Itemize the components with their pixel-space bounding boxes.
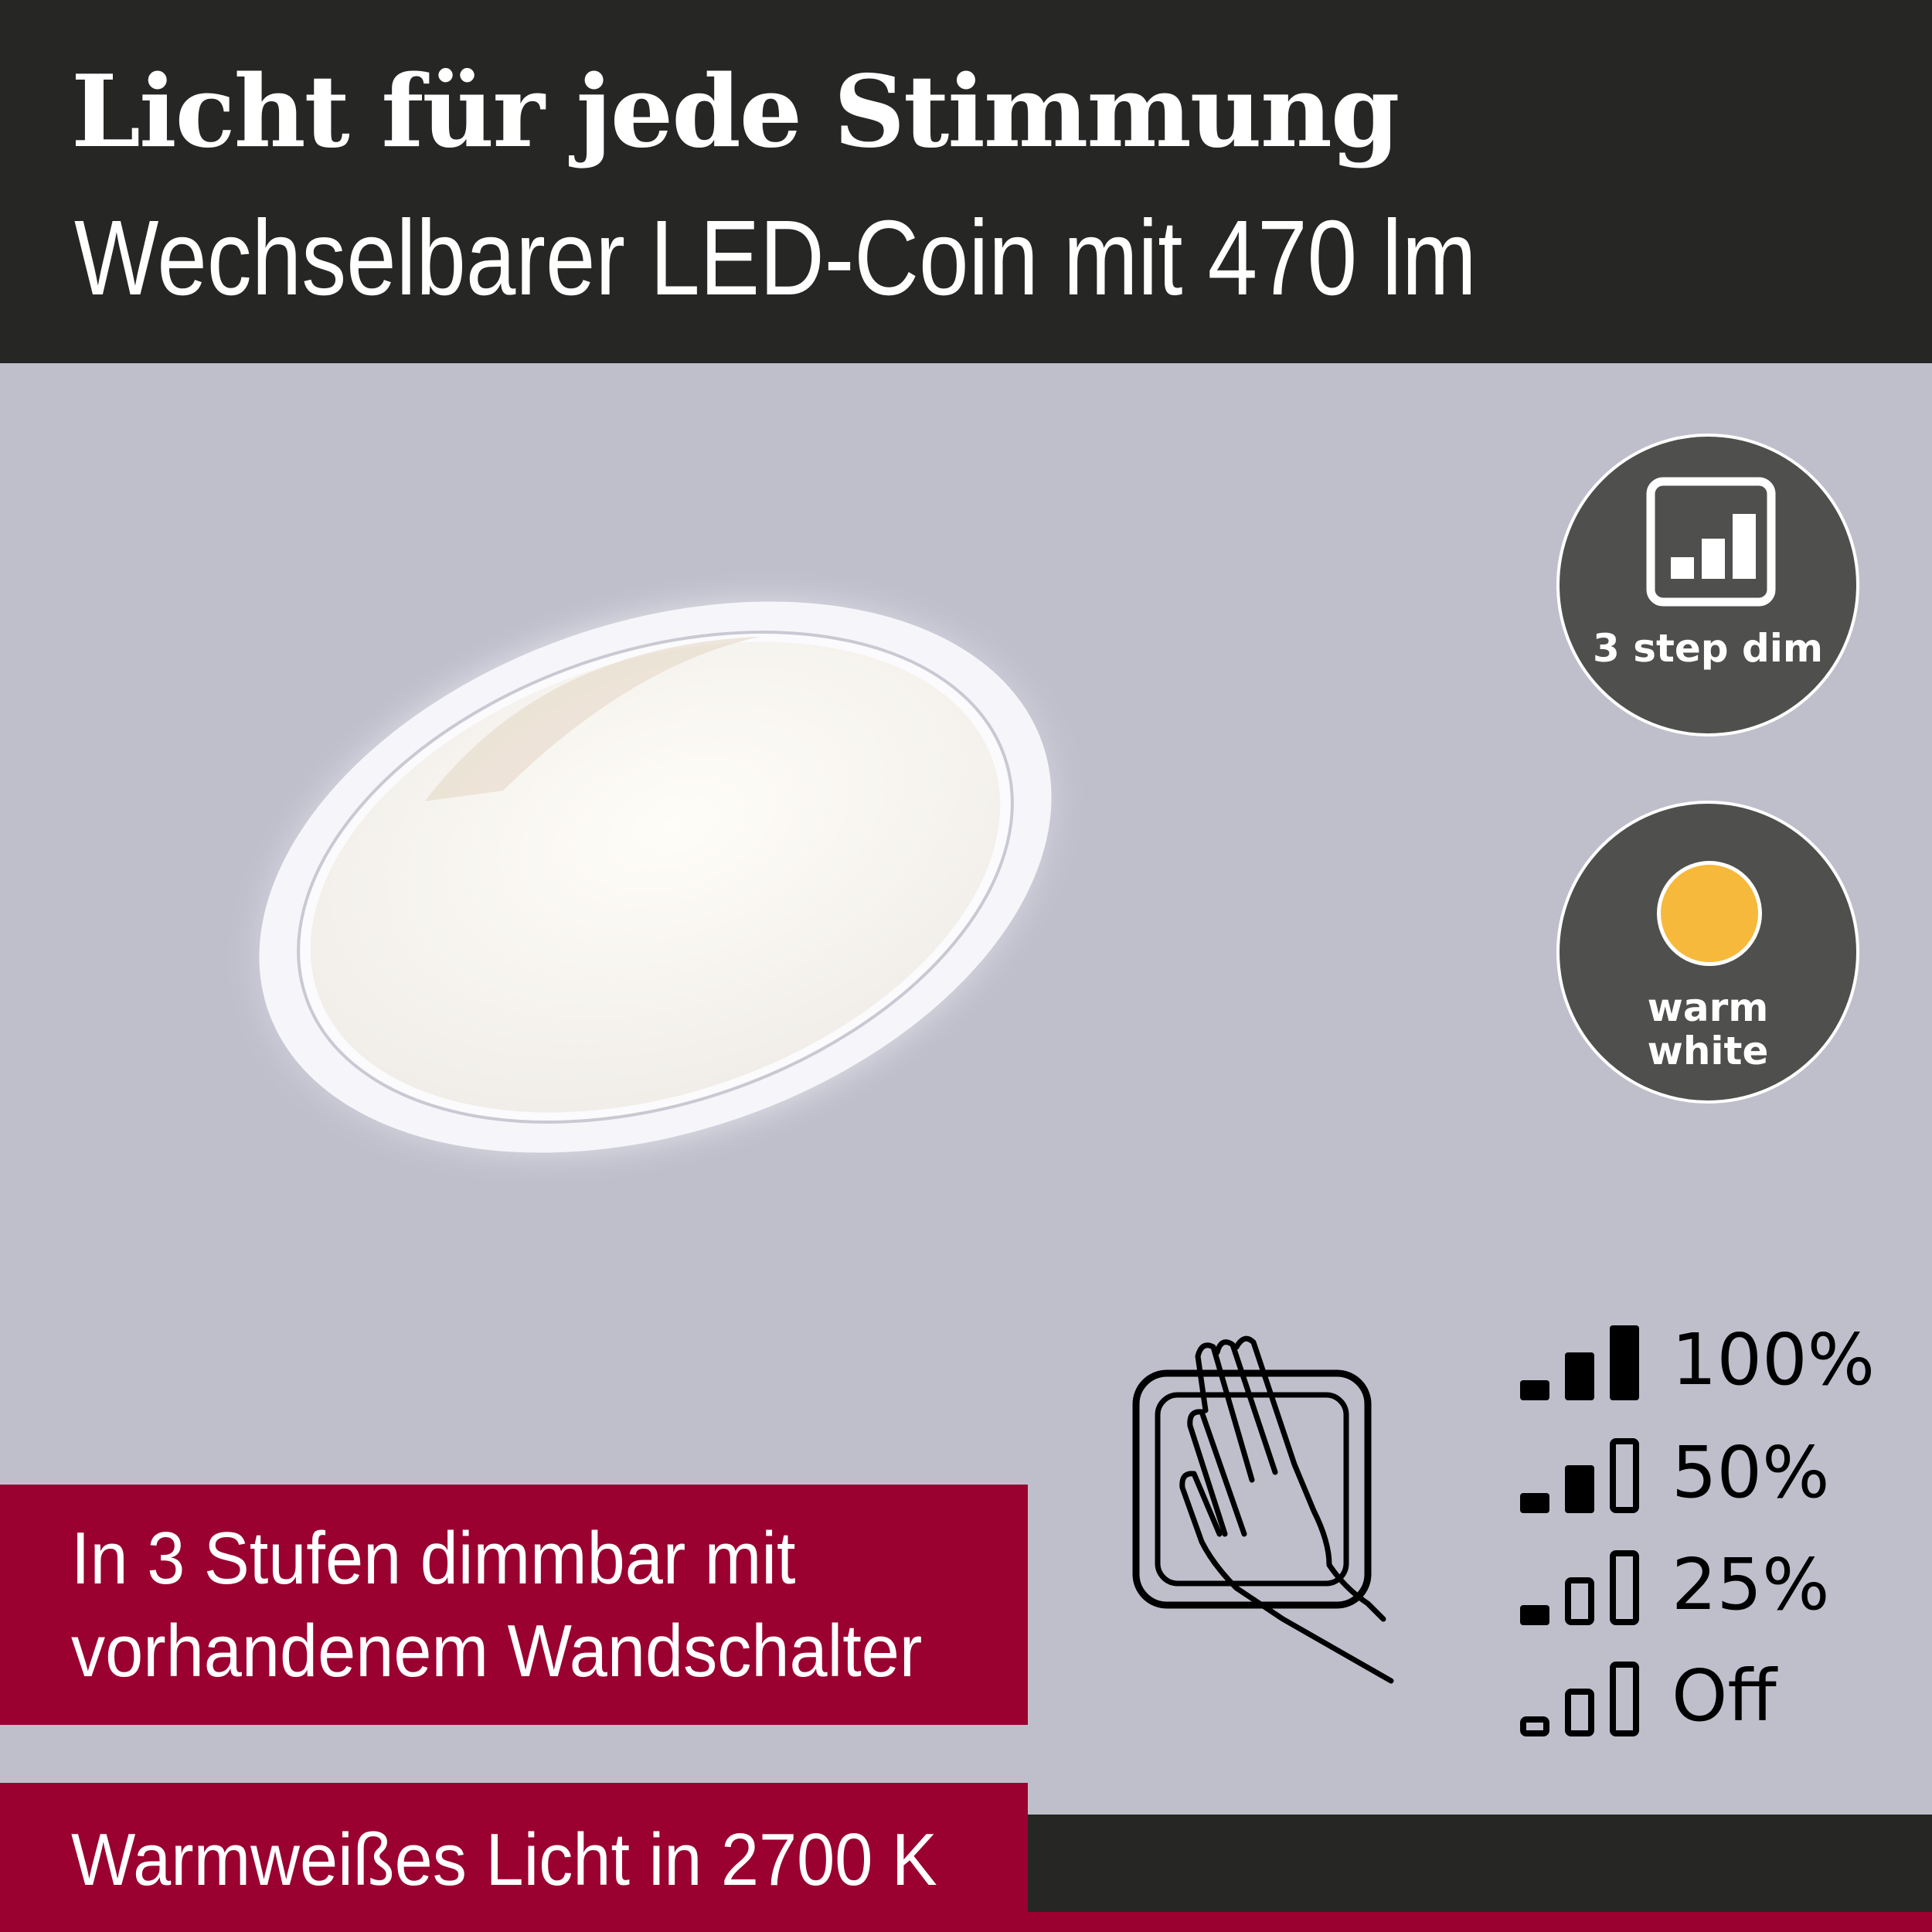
dim-level-label: 50% (1672, 1431, 1830, 1514)
badge-label-line1: warm (1647, 985, 1769, 1030)
bar-filled (1520, 1380, 1549, 1400)
bar-empty (1610, 1662, 1639, 1736)
hand-wall-switch-icon (1132, 1335, 1394, 1684)
dimming-line-2: vorhandenem Wandschalter (71, 1610, 923, 1692)
header-band: Licht für jede Stimmung Wechselbarer LED… (0, 0, 1932, 363)
bar-filled (1610, 1325, 1639, 1400)
dim-level-label: Off (1672, 1655, 1777, 1737)
3-step-dim-badge: 3 step dim (1556, 434, 1859, 736)
signal-bars-icon (1520, 1325, 1639, 1400)
led-downlight-image (221, 566, 1090, 1188)
bar-empty (1520, 1716, 1549, 1736)
color-temp-text: Warmweißes Licht in 2700 K (71, 1818, 937, 1901)
warm-white-badge: warm white (1556, 801, 1859, 1104)
bar-filled (1520, 1605, 1549, 1625)
bar-filled (1565, 1352, 1594, 1400)
badge-label-line2: white (1647, 1029, 1769, 1073)
dimmer-bars-icon (1646, 477, 1776, 607)
warm-light-dot-icon (1657, 861, 1762, 966)
dim-level-label: 100% (1672, 1318, 1876, 1401)
bar-filled (1565, 1465, 1594, 1513)
bar-empty (1610, 1550, 1639, 1625)
signal-bars-icon (1520, 1662, 1639, 1736)
footer-dark-band (1028, 1815, 1932, 1912)
dimming-feature-box: In 3 Stufen dimmbar mit vorhandenem Wand… (0, 1485, 1028, 1725)
bar-filled (1520, 1493, 1549, 1513)
color-temp-feature-box: Warmweißes Licht in 2700 K (0, 1783, 1028, 1932)
dimming-line-1: In 3 Stufen dimmbar mit (71, 1517, 796, 1600)
signal-bars-icon (1520, 1550, 1639, 1625)
page-title: Licht für jede Stimmung (71, 54, 1400, 170)
page-subtitle: Wechselbarer LED-Coin mit 470 lm (74, 199, 1477, 318)
dim-level-label: 25% (1672, 1543, 1830, 1626)
signal-bars-icon (1520, 1438, 1639, 1513)
bar-empty (1565, 1689, 1594, 1736)
bar-empty (1610, 1438, 1639, 1513)
footer-red-strip (1028, 1912, 1932, 1932)
badge-label: 3 step dim (1593, 626, 1823, 671)
bar-empty (1565, 1577, 1594, 1625)
